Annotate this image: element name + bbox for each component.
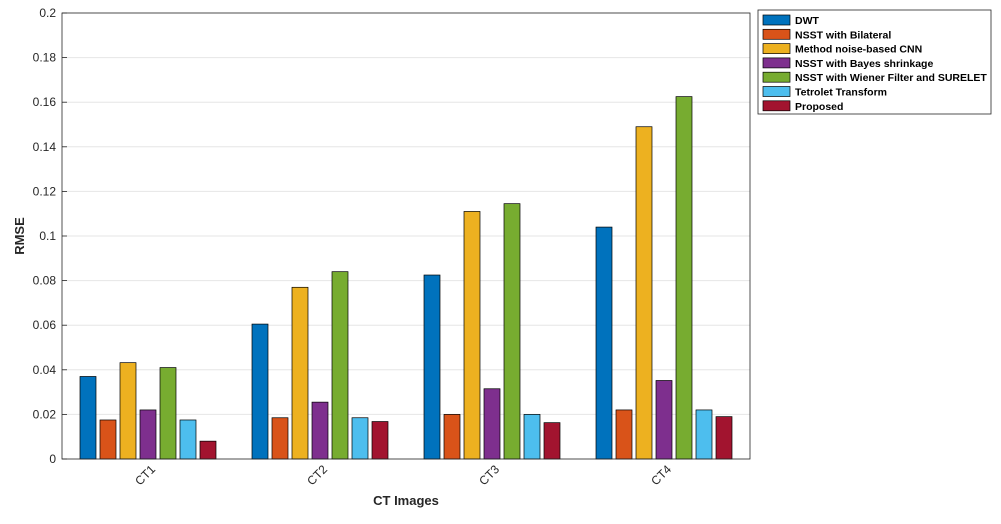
x-tick-labels: CT1 CT2 CT3 CT4 bbox=[132, 462, 674, 488]
y-axis-title: RMSE bbox=[12, 217, 27, 255]
legend-swatch bbox=[762, 71, 791, 83]
bar-ct3-series-5 bbox=[503, 203, 521, 460]
bar-ct3-series-2 bbox=[443, 414, 461, 460]
legend-label: Proposed bbox=[795, 101, 843, 113]
legend-swatch bbox=[762, 86, 791, 97]
y-tick-label: 0.06 bbox=[33, 318, 57, 332]
y-tick-label: 0.2 bbox=[39, 6, 56, 20]
bar-ct3-series-6 bbox=[523, 414, 541, 460]
bar-ct3-series-1 bbox=[423, 274, 441, 460]
bar-ct2-series-7 bbox=[371, 421, 389, 460]
legend-swatch bbox=[762, 43, 791, 54]
bar-ct4-series-3 bbox=[635, 126, 653, 460]
y-tick-label: 0.14 bbox=[33, 140, 57, 154]
y-tick-label: 0.12 bbox=[33, 184, 57, 198]
legend-swatch bbox=[762, 100, 791, 112]
legend: DWT NSST with Bilateral Method noise-based… bbox=[757, 9, 992, 115]
bar-ct1-series-7 bbox=[199, 440, 217, 460]
legend-label: DWT bbox=[795, 15, 819, 27]
bar-ct4-series-1 bbox=[595, 226, 613, 460]
y-tick-labels: 0 0.02 0.04 0.06 0.08 0.1 0.12 0.14 0.16 0.18 0.2 bbox=[33, 6, 57, 466]
y-tick-label: 0.02 bbox=[33, 407, 57, 421]
bar-ct2-series-2 bbox=[271, 417, 289, 460]
x-tick-label: CT2 bbox=[304, 462, 330, 488]
bar-ct4-series-7 bbox=[715, 416, 733, 460]
x-axis-title: CT Images bbox=[373, 493, 439, 508]
legend-swatch bbox=[762, 14, 791, 26]
y-tick-label: 0.04 bbox=[33, 363, 57, 377]
bar-ct4-series-2 bbox=[615, 409, 633, 460]
bar-ct1-series-3 bbox=[119, 362, 137, 460]
bar-ct1-series-2 bbox=[99, 419, 117, 460]
y-tick-label: 0.18 bbox=[33, 51, 57, 65]
bar-ct2-series-5 bbox=[331, 271, 349, 460]
bars bbox=[79, 96, 733, 460]
bar-ct2-series-3 bbox=[291, 286, 309, 460]
y-tick-label: 0 bbox=[49, 452, 56, 466]
y-tick-label: 0.1 bbox=[39, 229, 56, 243]
x-tick-label: CT3 bbox=[476, 462, 502, 488]
axes bbox=[61, 12, 751, 460]
bar-ct1-series-1 bbox=[79, 376, 97, 460]
bar-ct2-series-6 bbox=[351, 417, 369, 460]
legend-label: Tetrolet Transform bbox=[795, 87, 887, 99]
bar-ct4-series-4 bbox=[655, 380, 673, 460]
legend-label: Method noise-based CNN bbox=[795, 44, 922, 56]
legend-swatch bbox=[762, 28, 791, 40]
bar-ct4-series-5 bbox=[675, 96, 693, 460]
plot-frame bbox=[61, 12, 751, 460]
legend-swatch bbox=[762, 57, 791, 69]
y-tick-label: 0.16 bbox=[33, 95, 57, 109]
bar-ct4-series-6 bbox=[695, 409, 713, 460]
legend-box bbox=[757, 9, 992, 115]
legend-label: NSST with Bilateral bbox=[795, 29, 891, 41]
y-tick-label: 0.08 bbox=[33, 274, 57, 288]
bar-ct2-series-1 bbox=[251, 323, 269, 460]
bar-ct3-series-7 bbox=[543, 422, 561, 460]
bar-ct3-series-3 bbox=[463, 211, 481, 460]
bar-ct1-series-6 bbox=[179, 419, 197, 460]
bar-ct1-series-5 bbox=[159, 367, 177, 460]
legend-label: NSST with Bayes shrinkage bbox=[795, 58, 933, 70]
x-tick-label: CT1 bbox=[132, 462, 158, 488]
bar-ct1-series-4 bbox=[139, 409, 157, 460]
bar-ct3-series-4 bbox=[483, 388, 501, 460]
x-tick-label: CT4 bbox=[648, 462, 674, 488]
legend-label: NSST with Wiener Filter and SURELET bbox=[795, 72, 987, 84]
bar-ct2-series-4 bbox=[311, 401, 329, 460]
